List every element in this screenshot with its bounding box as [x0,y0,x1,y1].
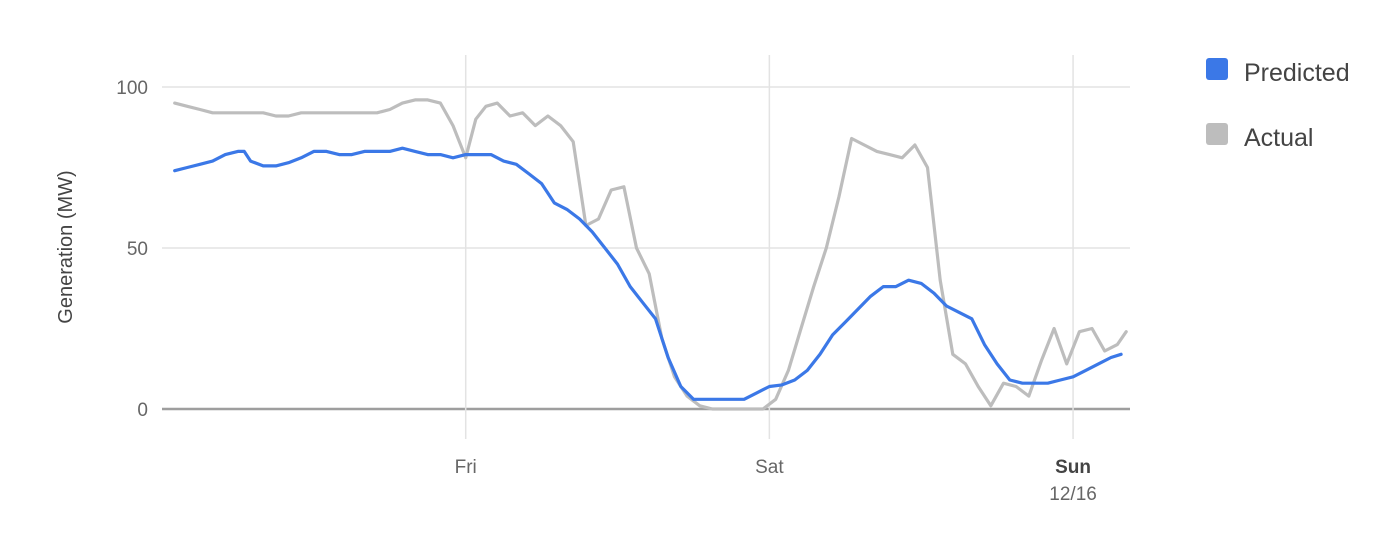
legend: Predicted Actual [1206,58,1350,152]
series-lines [173,98,1128,411]
series-line-actual [173,98,1128,411]
x-tick-labels: Fri Sat Sun 12/16 [455,457,1097,505]
x-tick-sublabel: 12/16 [1049,484,1097,505]
legend-swatch-predicted [1206,58,1228,80]
legend-label-predicted: Predicted [1244,59,1350,87]
series-line-predicted [173,146,1123,401]
y-axis-label: Generation (MW) [55,170,77,323]
grid-lines [162,55,1130,439]
x-tick-label: Sat [755,457,784,478]
y-tick-labels: 0 50 100 [116,78,148,421]
legend-label-actual: Actual [1244,124,1313,152]
legend-swatch-actual [1206,123,1228,145]
y-tick-label: 50 [127,239,148,260]
x-tick-label: Fri [455,457,477,478]
y-tick-label: 0 [137,400,148,421]
x-tick-label: Sun [1055,457,1091,478]
y-tick-label: 100 [116,78,148,99]
